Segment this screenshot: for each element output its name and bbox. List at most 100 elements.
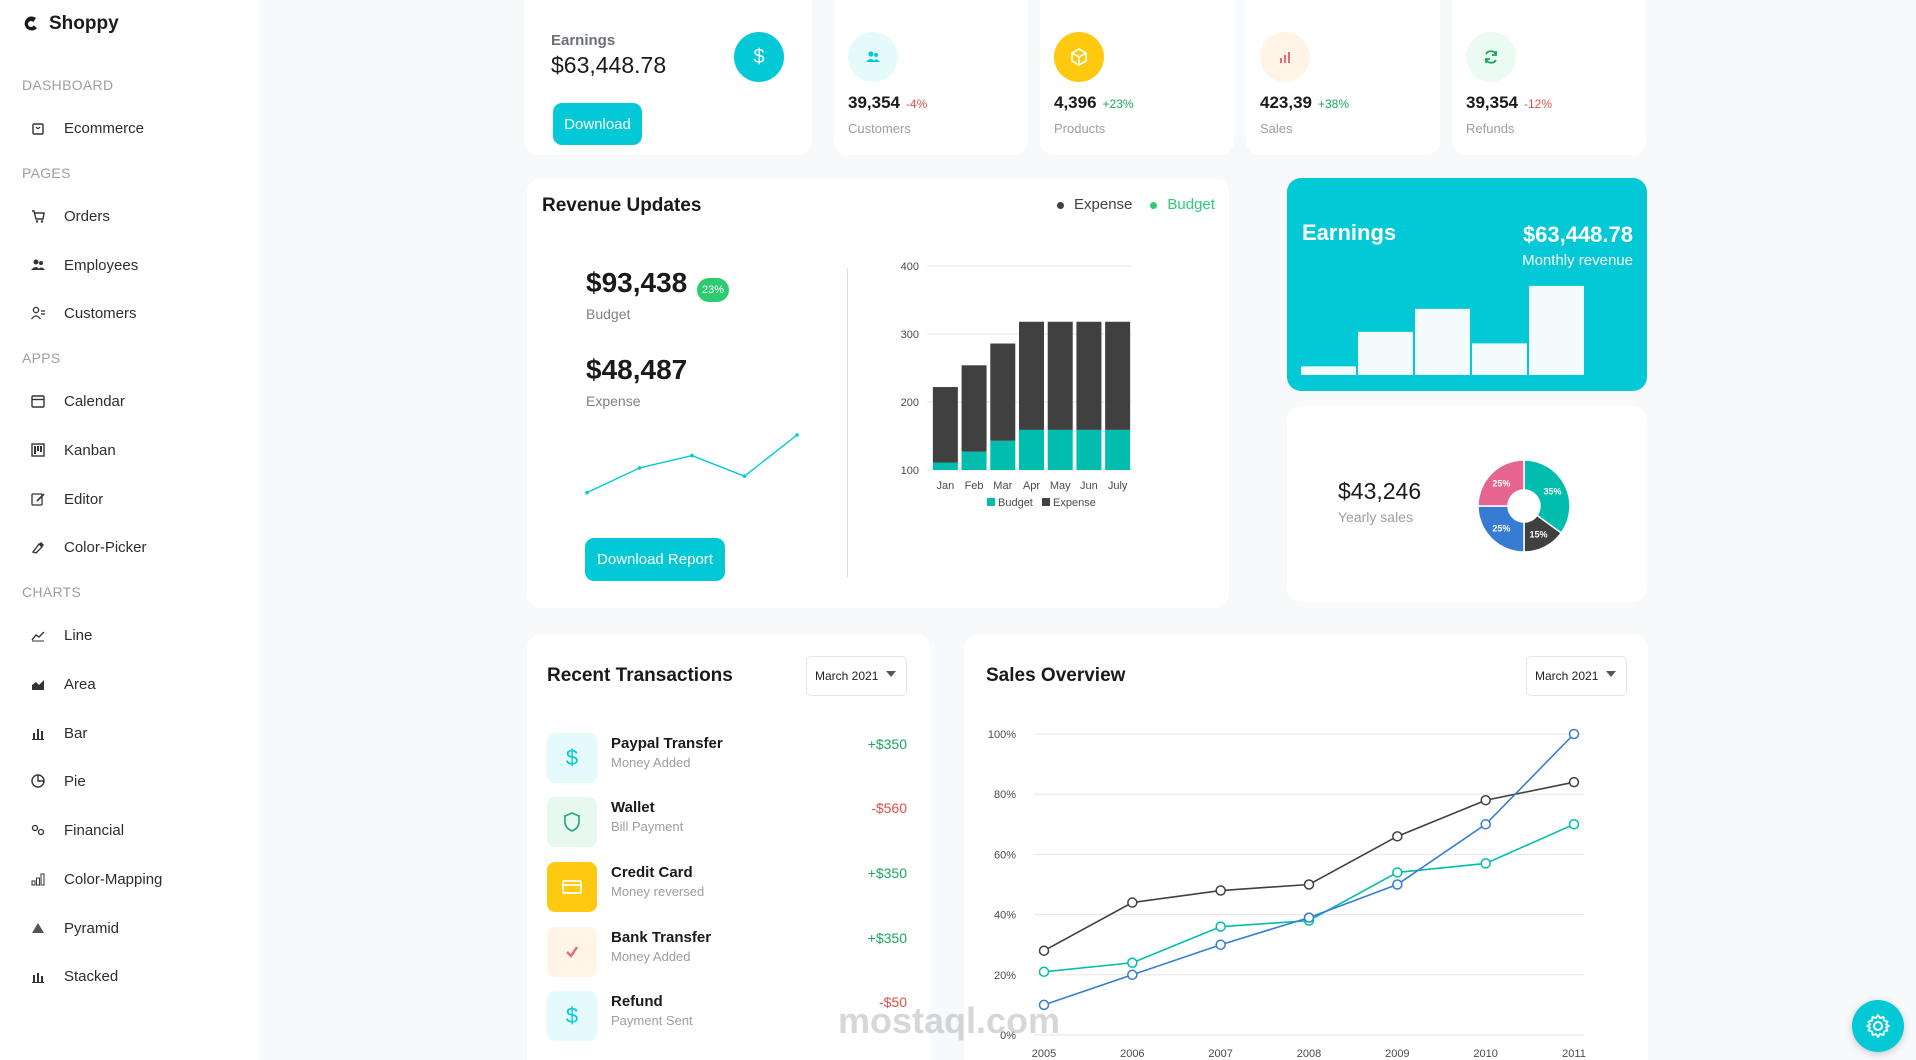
download-button[interactable]: Download [553, 103, 642, 145]
chevron-down-icon [1606, 671, 1616, 677]
dollar-icon[interactable]: $ [734, 32, 784, 82]
stat-value: 4,396 +23% [1054, 93, 1134, 113]
sidebar-item-label: Color-Picker [64, 538, 147, 556]
transaction-subtitle: Bill Payment [611, 819, 684, 834]
x-tick-label: 2006 [1120, 1048, 1144, 1060]
shield-icon [547, 797, 597, 847]
legend-budget-label: Budget [1167, 196, 1215, 213]
transaction-title: Paypal Transfer [611, 735, 723, 752]
stat-value: 39,354 -4% [848, 93, 927, 113]
sales-point [1127, 969, 1138, 981]
transaction-title: Wallet [611, 799, 655, 816]
settings-button[interactable] [1852, 1000, 1904, 1052]
stat-card-customers: 39,354 -4% Customers [834, 0, 1028, 155]
transaction-amount: +$350 [867, 865, 907, 881]
financial-icon [31, 824, 45, 836]
y-tick-label: 100 [901, 465, 919, 477]
stat-number: 4,396 [1054, 93, 1097, 112]
bar-expense [932, 387, 958, 463]
sidebar-item-pie[interactable]: Pie [30, 769, 86, 793]
area-chart-icon [32, 680, 44, 690]
stat-label: Sales [1260, 121, 1293, 136]
x-tick-label: 2005 [1032, 1048, 1056, 1060]
stat-card-products: 4,396 +23% Products [1040, 0, 1234, 155]
sales-point [1392, 879, 1403, 890]
customers-icon[interactable] [848, 32, 898, 82]
legend-swatch-expense [1042, 498, 1050, 506]
sidebar-item-calendar[interactable]: Calendar [30, 389, 125, 413]
brand-logo[interactable]: Shoppy [21, 13, 119, 35]
earnings-bar [1472, 343, 1527, 375]
sidebar-item-label: Financial [64, 821, 125, 839]
revenue-sparkline [585, 433, 799, 495]
sales-point [1392, 831, 1403, 842]
x-tick-label: Feb [965, 480, 984, 492]
brand-icon [24, 16, 37, 31]
sidebar-item-editor[interactable]: Editor [30, 487, 103, 511]
sidebar-item-area[interactable]: Area [30, 672, 96, 696]
sidebar-item-kanban[interactable]: Kanban [30, 438, 116, 462]
sales-point [1215, 921, 1226, 932]
budget-label: Budget [586, 306, 631, 322]
sidebar-item-bar[interactable]: Bar [30, 721, 87, 745]
people-icon [31, 259, 45, 270]
pie-slice [1523, 459, 1571, 535]
sales-title: Sales Overview [986, 665, 1126, 686]
sidebar-item-customers[interactable]: Customers [30, 301, 137, 325]
refresh-icon[interactable] [1466, 32, 1516, 82]
recent-transactions-card: Recent Transactions March 2021 $ Paypal … [527, 634, 930, 1060]
sidebar-item-financial[interactable]: Financial [30, 818, 124, 842]
dollar-icon: $ [547, 733, 597, 783]
revenue-updates-card: Revenue Updates Expense Budget $93,438 2… [527, 178, 1229, 608]
legend-label-budget: Budget [998, 497, 1033, 509]
sidebar-item-label: Calendar [64, 392, 125, 410]
svg-text:$: $ [566, 746, 578, 770]
bar-expense [1047, 321, 1073, 430]
sidebar-item-pyramid[interactable]: Pyramid [30, 916, 119, 940]
sales-point [1480, 794, 1491, 806]
y-tick-label: 100% [988, 729, 1016, 741]
sales-point [1568, 776, 1580, 788]
section-title-dashboard: DASHBOARD [22, 77, 114, 93]
brand-name: Shoppy [49, 13, 119, 34]
sidebar-item-stacked[interactable]: Stacked [30, 964, 118, 988]
transaction-amount: +$350 [867, 930, 907, 946]
sidebar-item-orders[interactable]: Orders [30, 204, 110, 228]
dropdown-value: March 2021 [815, 669, 879, 683]
dropdown-value: March 2021 [1535, 669, 1599, 683]
earnings-panel-title: Earnings [1302, 220, 1397, 245]
transactions-month-dropdown[interactable]: March 2021 [806, 656, 907, 696]
yearly-sales-card: $43,246 Yearly sales 35% 15% 25% 25% [1287, 406, 1647, 602]
stat-change: -4% [906, 97, 928, 111]
earnings-bar-chart [1301, 285, 1584, 375]
sidebar-item-label: Pyramid [64, 919, 120, 937]
sidebar-item-label: Orders [64, 207, 110, 225]
transaction-subtitle: Money Added [611, 949, 691, 964]
sidebar-item-color-picker[interactable]: Color-Picker [30, 535, 147, 559]
bar-budget [1019, 429, 1044, 470]
sidebar-item-label: Ecommerce [64, 119, 145, 137]
stat-value: 39,354 -12% [1466, 93, 1552, 113]
sales-chart-icon[interactable] [1260, 32, 1310, 82]
sidebar-item-employees[interactable]: Employees [30, 253, 138, 277]
sidebar-item-label: Color-Mapping [64, 870, 163, 888]
edit-icon [31, 493, 45, 506]
download-report-button[interactable]: Download Report [585, 538, 725, 581]
sidebar-item-color-mapping[interactable]: Color-Mapping [30, 867, 162, 891]
sidebar-item-line[interactable]: Line [30, 623, 92, 647]
transaction-amount: +$350 [867, 736, 907, 752]
section-title-charts: CHARTS [22, 584, 82, 600]
sidebar-item-ecommerce[interactable]: Ecommerce [30, 116, 144, 140]
x-tick-label: July [1108, 480, 1128, 492]
x-tick-label: 2010 [1473, 1048, 1497, 1060]
legend-expense: Expense [1057, 196, 1132, 213]
section-title-apps: APPS [22, 350, 61, 366]
sidebar-item-label: Pie [64, 772, 86, 790]
stat-change: +23% [1102, 97, 1134, 111]
sidebar-item-label: Kanban [64, 441, 116, 459]
box-icon[interactable] [1054, 32, 1104, 82]
stat-change: -12% [1524, 97, 1553, 111]
transaction-title: Refund [611, 993, 663, 1010]
legend-label-expense: Expense [1053, 497, 1096, 509]
sales-month-dropdown[interactable]: March 2021 [1526, 656, 1627, 696]
